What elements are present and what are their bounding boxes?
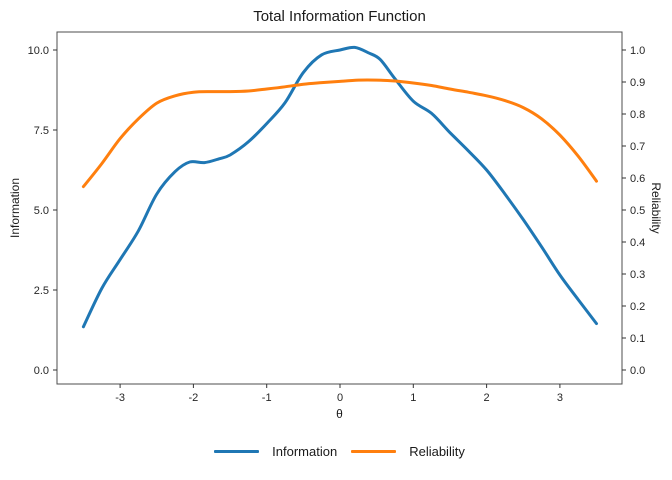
y-axis-label-left: Information xyxy=(8,177,22,239)
legend-item-reliability: Reliability xyxy=(351,444,465,459)
y-axis-label-right: Reliability xyxy=(649,182,663,234)
y-left-tick-label: 2.5 xyxy=(34,285,49,297)
y-left-tick-label: 0.0 xyxy=(34,365,49,377)
y-right-tick-label: 0.1 xyxy=(630,333,645,345)
y-right-tick-label: 0.9 xyxy=(630,77,645,89)
legend-label-information: Information xyxy=(272,444,338,459)
x-tick-label: -2 xyxy=(189,392,199,404)
x-tick-label: 2 xyxy=(484,392,490,404)
legend-line-information xyxy=(214,449,260,454)
x-tick-label: 1 xyxy=(410,392,416,404)
legend-item-information: Information xyxy=(214,444,337,459)
legend: Information Reliability xyxy=(57,444,622,459)
x-tick-label: -3 xyxy=(115,392,125,404)
x-tick-label: 3 xyxy=(557,392,563,404)
y-right-tick-label: 0.0 xyxy=(630,365,645,377)
plot-border xyxy=(56,31,623,385)
y-right-tick-label: 0.6 xyxy=(630,173,645,185)
y-left-tick-label: 10.0 xyxy=(28,45,49,57)
y-left-tick-label: 7.5 xyxy=(34,125,49,137)
x-tick-label: 0 xyxy=(337,392,343,404)
x-axis-label: θ xyxy=(336,407,343,421)
reliability-line xyxy=(81,78,598,189)
y-right-tick-label: 1.0 xyxy=(630,45,645,57)
y-right-tick-label: 0.2 xyxy=(630,301,645,313)
y-right-tick-label: 0.7 xyxy=(630,141,645,153)
legend-line-reliability xyxy=(351,449,397,454)
legend-label-reliability: Reliability xyxy=(409,444,465,459)
y-right-tick-label: 0.3 xyxy=(630,269,645,281)
y-right-tick-label: 0.4 xyxy=(630,237,645,249)
y-left-tick-label: 5.0 xyxy=(34,205,49,217)
y-right-tick-label: 0.5 xyxy=(630,205,645,217)
chart-title: Total Information Function xyxy=(253,8,426,25)
x-tick-label: -1 xyxy=(262,392,272,404)
information-line xyxy=(81,45,598,329)
y-right-tick-label: 0.8 xyxy=(630,109,645,121)
